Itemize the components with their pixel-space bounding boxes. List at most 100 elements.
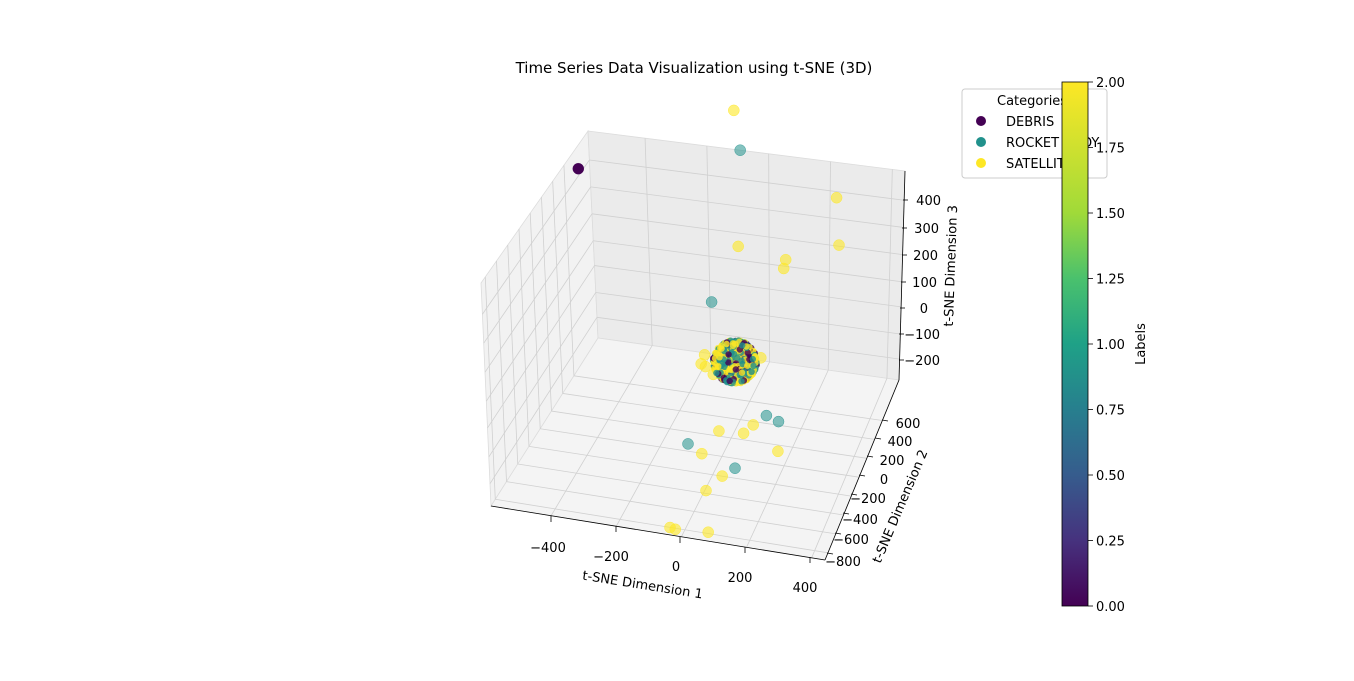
grid-line <box>595 292 901 335</box>
colorbar-tick-label: 0.50 <box>1096 469 1125 484</box>
grid-line <box>484 276 496 500</box>
x-tick-2: −200 <box>593 526 629 565</box>
grid-line <box>489 317 598 484</box>
z-tick-3: 200 <box>902 249 938 264</box>
z-axis: 400 300 200 100 0 −100 <box>898 170 961 381</box>
data-point-satellite <box>696 447 708 460</box>
data-point-satellite <box>698 349 711 361</box>
x-tick-label: 200 <box>728 571 753 586</box>
grid-line <box>768 153 770 362</box>
cluster-point <box>716 354 723 361</box>
data-point-satellite <box>737 427 750 440</box>
grid-line <box>589 159 905 201</box>
data-point-rocket-body <box>729 462 741 474</box>
y-tick-6: −400 <box>842 512 878 528</box>
colorbar-tick-label: 2.00 <box>1096 76 1125 91</box>
z-tick-5: 0 <box>900 302 928 317</box>
y-tick-label: −400 <box>842 513 878 528</box>
grid-line <box>551 410 867 459</box>
data-point-rocket-body <box>772 415 785 428</box>
y-tick-label: 600 <box>896 417 921 432</box>
y-tick-2: 400 <box>874 435 912 450</box>
data-point-debris <box>572 162 585 175</box>
cluster-point <box>729 342 737 349</box>
z-tick-label: 200 <box>913 249 938 264</box>
grid-line <box>483 186 592 344</box>
grid-line <box>496 260 507 482</box>
cluster-point <box>734 354 741 361</box>
colorbar-ticks: 0.00 0.25 0.50 0.75 1.00 1.25 1.50 1.75 2.00 <box>1088 76 1125 615</box>
grid-line <box>488 292 597 458</box>
data-point-satellite <box>713 425 725 437</box>
grid-line <box>550 345 653 516</box>
cluster-point <box>723 340 730 348</box>
cluster-point <box>750 362 757 370</box>
x-tick-label: 400 <box>793 581 818 596</box>
z-tick-label: 0 <box>920 302 928 317</box>
grid-line <box>482 159 590 315</box>
colorbar-gradient <box>1061 81 1089 607</box>
z-tick-label: 300 <box>914 222 939 237</box>
z-tick-label: 400 <box>916 194 941 209</box>
grid-line <box>594 265 902 308</box>
data-point-rocket-body <box>734 144 746 156</box>
grid-line <box>746 369 829 548</box>
axes-3d: −400 −200 0 200 400 t-SNE Dimension 1 <box>480 129 961 602</box>
y-tick-label: 200 <box>880 454 905 469</box>
grid-line <box>484 213 593 373</box>
z-tick-label: 100 <box>912 276 937 291</box>
legend-marker <box>976 116 986 126</box>
colorbar-label: Labels <box>1134 323 1149 365</box>
colorbar-tick-label: 1.75 <box>1096 142 1125 157</box>
grid-line <box>562 393 875 440</box>
grid-line <box>596 316 900 360</box>
cluster-point <box>739 360 746 368</box>
grid-line <box>706 145 712 354</box>
cluster-point <box>739 342 746 349</box>
colorbar-tick-label: 1.00 <box>1096 338 1125 353</box>
cluster-point <box>738 369 746 376</box>
grid-line <box>541 197 552 412</box>
grid-line <box>495 498 829 554</box>
cluster-point <box>744 362 751 369</box>
data-point-rocket-body <box>682 438 694 450</box>
data-point-satellite <box>700 484 712 497</box>
cluster-point <box>738 378 745 385</box>
colorbar-tick-label: 0.00 <box>1096 600 1125 615</box>
z-tick-6: −100 <box>899 328 940 343</box>
grid-line <box>811 378 888 558</box>
colorbar-tick-label: 0.75 <box>1096 404 1125 419</box>
z-tick-2: 300 <box>902 222 939 237</box>
z-tick-label: −200 <box>904 354 940 369</box>
y-tick-5: −200 <box>850 492 886 507</box>
data-point-satellite <box>830 191 843 204</box>
data-point-rocket-body <box>705 296 718 308</box>
legend-marker <box>976 137 986 147</box>
grid-lines <box>482 138 905 558</box>
grid-line <box>593 240 902 283</box>
legend-marker <box>976 158 986 168</box>
scatter-points <box>572 104 845 538</box>
y-tick-7: −600 <box>833 532 869 548</box>
cluster-point <box>744 349 751 356</box>
data-point-satellite <box>702 526 714 538</box>
cluster-point <box>726 377 733 385</box>
grid-line <box>507 244 519 465</box>
colorbar-tick-label: 0.25 <box>1096 535 1125 550</box>
grid-line <box>615 353 712 527</box>
x-tick-1: −400 <box>530 516 566 556</box>
dense-cluster <box>709 337 760 387</box>
grid-line <box>517 463 844 516</box>
z-tick-4: 100 <box>901 276 937 291</box>
grid-line <box>886 169 893 379</box>
data-point-satellite <box>747 419 759 431</box>
colorbar-tick-label: 1.25 <box>1096 273 1125 288</box>
colorbar: 0.00 0.25 0.50 0.75 1.00 1.25 1.50 1.75 2.00 Lab… <box>1061 76 1149 615</box>
y-tick-label: −800 <box>825 555 861 570</box>
x-tick-4: 200 <box>728 547 753 586</box>
data-point-rocket-body <box>760 409 773 422</box>
x-tick-3: 0 <box>672 537 681 575</box>
grid-line <box>552 181 564 394</box>
cluster-point <box>749 355 756 363</box>
